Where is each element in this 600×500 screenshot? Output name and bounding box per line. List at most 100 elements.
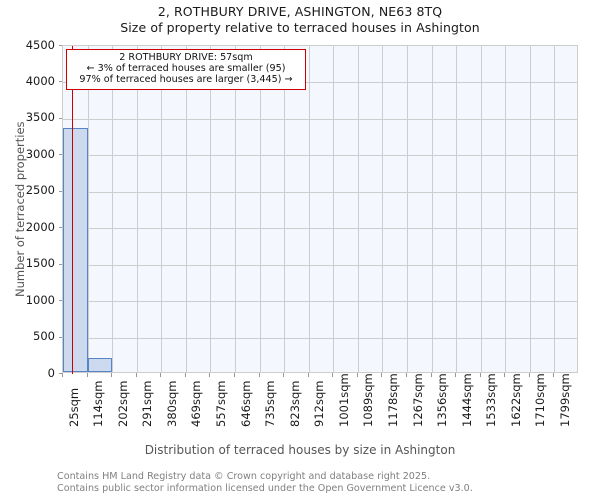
plot-area	[62, 45, 578, 374]
x-axis-tick-mark	[406, 373, 407, 377]
y-axis-tick-label: 4000	[25, 73, 55, 88]
gridline-vertical	[382, 46, 384, 372]
chart-subtitle: Size of property relative to terraced ho…	[120, 20, 480, 35]
gridline-vertical	[333, 46, 335, 372]
x-axis-tick-mark	[283, 373, 285, 377]
gridline-horizontal	[63, 337, 577, 339]
x-axis-tick-label: 1444sqm	[459, 373, 474, 427]
x-axis-tick-label: 1710sqm	[533, 373, 548, 427]
gridline-vertical	[357, 46, 359, 372]
footer-line-1: Contains HM Land Registry data © Crown c…	[57, 471, 431, 482]
x-axis-tick-label: 1001sqm	[336, 373, 351, 427]
y-axis-tick-mark	[58, 227, 62, 229]
gridline-horizontal	[63, 82, 577, 84]
x-axis-tick-mark	[356, 373, 358, 377]
gridline-vertical	[308, 46, 310, 372]
x-axis-tick-mark	[479, 373, 481, 377]
gridline-vertical	[185, 46, 187, 372]
gridline-vertical	[136, 46, 138, 372]
y-axis-tick-mark	[58, 300, 62, 302]
annotation-box: 2 ROTHBURY DRIVE: 57sqm ← 3% of terraced…	[66, 49, 306, 90]
y-axis-tick-label: 500	[33, 329, 55, 344]
gridline-vertical	[161, 46, 163, 372]
annotation-line-3: 97% of terraced houses are larger (3,445…	[79, 74, 293, 86]
x-axis-tick-mark	[528, 373, 530, 377]
y-axis-tick-mark	[58, 45, 62, 46]
bar	[87, 358, 113, 372]
x-axis-tick-mark	[209, 373, 211, 377]
y-axis-tick-label: 3000	[25, 146, 55, 161]
x-axis-tick-label: 1089sqm	[361, 373, 376, 427]
y-axis-tick-mark	[58, 81, 62, 83]
page-title: 2, ROTHBURY DRIVE, ASHINGTON, NE63 8TQ	[157, 4, 443, 19]
x-axis-tick-mark	[86, 373, 88, 377]
y-axis-tick-label: 2000	[25, 219, 55, 234]
y-axis-tick-label: 1500	[25, 256, 55, 271]
x-axis-tick-mark	[430, 373, 432, 377]
gridline-vertical	[505, 46, 507, 372]
y-axis-tick-mark	[58, 190, 62, 192]
y-axis-tick-label: 1000	[25, 292, 55, 307]
y-axis-tick-mark	[58, 263, 62, 265]
x-axis-tick-label: 114sqm	[91, 380, 106, 427]
x-axis-tick-mark	[504, 373, 506, 377]
x-axis-tick-mark	[184, 373, 186, 377]
footer-line-2: Contains public sector information licen…	[57, 482, 473, 494]
x-axis-tick-mark	[62, 373, 63, 377]
annotation-line-2: ← 3% of terraced houses are smaller (95)	[86, 63, 286, 75]
gridline-vertical	[112, 46, 114, 372]
y-axis-tick-mark	[58, 154, 62, 156]
gridline-vertical	[284, 46, 286, 372]
gridline-vertical	[407, 46, 408, 372]
x-axis-tick-label: 1622sqm	[508, 373, 523, 427]
gridline-vertical	[210, 46, 212, 372]
x-axis-tick-label: 291sqm	[140, 380, 155, 427]
x-axis-tick-label: 380sqm	[164, 380, 179, 427]
gridline-vertical	[456, 46, 458, 372]
y-axis-tick-label: 3500	[25, 110, 55, 125]
property-size-marker-line	[71, 46, 74, 374]
x-axis-tick-label: 1178sqm	[385, 373, 400, 427]
x-axis-tick-mark	[234, 373, 235, 377]
gridline-vertical	[235, 46, 236, 372]
x-axis-tick-mark	[111, 373, 113, 377]
x-axis-tick-label: 1799sqm	[557, 373, 572, 427]
y-axis-tick-label: 0	[47, 365, 55, 380]
gridline-vertical	[529, 46, 531, 372]
x-axis-tick-label: 823sqm	[287, 380, 302, 427]
annotation-line-1: 2 ROTHBURY DRIVE: 57sqm	[119, 52, 253, 63]
x-axis-tick-label: 1356sqm	[435, 373, 450, 427]
gridline-vertical	[480, 46, 482, 372]
x-axis-tick-label: 735sqm	[263, 380, 278, 427]
x-axis-tick-mark	[307, 373, 309, 377]
x-axis-tick-label: 912sqm	[312, 380, 327, 427]
y-axis-tick-mark	[58, 117, 62, 119]
x-axis-tick-mark	[332, 373, 334, 377]
gridline-vertical	[431, 46, 433, 372]
x-axis-tick-label: 646sqm	[238, 380, 253, 427]
y-axis-tick-label: 2500	[25, 183, 55, 198]
gridline-horizontal	[63, 228, 577, 230]
x-axis-tick-mark	[553, 373, 555, 377]
gridline-horizontal	[63, 155, 577, 157]
x-axis-tick-label: 557sqm	[213, 380, 228, 427]
footer-attribution: Contains HM Land Registry data © Crown c…	[57, 471, 473, 494]
x-axis-tick-mark	[381, 373, 383, 377]
x-axis-tick-label: 1267sqm	[410, 373, 425, 427]
x-axis-tick-label: 25sqm	[66, 387, 81, 427]
x-axis-tick-label: 1533sqm	[484, 373, 499, 427]
y-axis-tick-mark	[58, 373, 62, 374]
x-axis-tick-mark	[258, 373, 260, 377]
gridline-vertical	[87, 46, 89, 372]
x-axis-tick-label: 202sqm	[115, 380, 130, 427]
gridline-vertical	[554, 46, 556, 372]
y-axis-tick-mark	[58, 336, 62, 338]
gridline-horizontal	[63, 264, 577, 266]
x-axis-tick-label: 469sqm	[189, 380, 204, 427]
x-axis-tick-mark	[455, 373, 457, 377]
y-axis-tick-label: 4500	[25, 37, 55, 52]
x-axis-label: Distribution of terraced houses by size …	[144, 443, 456, 457]
gridline-horizontal	[63, 118, 577, 120]
gridline-horizontal	[63, 191, 577, 193]
